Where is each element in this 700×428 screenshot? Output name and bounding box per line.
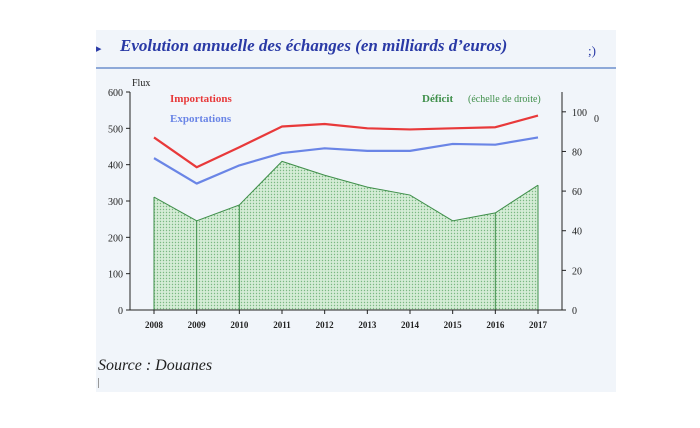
x-tick-label: 2009: [188, 320, 207, 330]
y-tick-label-right: 40: [572, 227, 582, 238]
deficit-outline: [153, 160, 539, 222]
y-tick-label-right: 20: [572, 266, 582, 277]
divider: [98, 378, 99, 388]
x-tick-label: 2012: [316, 320, 335, 330]
x-tick-label: 2016: [486, 320, 505, 330]
y-tick-label-left: 0: [118, 306, 123, 317]
x-tick-label: 2015: [444, 320, 463, 330]
title-divider: [96, 67, 616, 69]
decorative-tick: ▸: [96, 43, 102, 55]
legend-exportations: Exportations: [170, 113, 232, 125]
x-tick-label: 2017: [529, 320, 548, 330]
y-tick-label-right: 0: [572, 306, 577, 317]
y-tick-label-right: 60: [572, 187, 582, 198]
source-note: Source : Douanes: [98, 357, 213, 374]
y-tick-label-left: 300: [108, 197, 123, 208]
x-tick-label: 2010: [230, 320, 249, 330]
series-line-exportations: [153, 136, 539, 185]
y-tick-label-right: 100: [572, 108, 587, 119]
y-axis-label: Flux: [132, 78, 150, 89]
legend-deficit-note: (échelle de droite): [468, 94, 541, 105]
y-tick-label-left: 200: [108, 233, 123, 244]
chart-plot: 0 100 200 300 400 500 600 0 20 40 60 80 100 0 2008 2009…: [108, 78, 599, 330]
x-tick-label: 2014: [401, 320, 420, 330]
y-tick-label-left: 600: [108, 88, 123, 99]
y2-extra-zero: 0: [594, 114, 599, 125]
y-tick-label-left: 100: [108, 270, 123, 281]
x-tick-label: 2011: [273, 320, 291, 330]
y-tick-label-left: 400: [108, 161, 123, 172]
x-tick-label: 2008: [145, 320, 164, 330]
deficit-area: [154, 161, 538, 310]
title-overflow-mark: ;): [588, 43, 596, 58]
y-tick-label-right: 80: [572, 147, 582, 158]
legend-deficit: Déficit: [422, 93, 453, 105]
x-tick-label: 2013: [358, 320, 377, 330]
legend-importations: Importations: [170, 93, 232, 105]
chart-title: Evolution annuelle des échanges (en mill…: [120, 36, 508, 55]
y-tick-label-left: 500: [108, 124, 123, 135]
series-line-importations: [153, 114, 539, 169]
